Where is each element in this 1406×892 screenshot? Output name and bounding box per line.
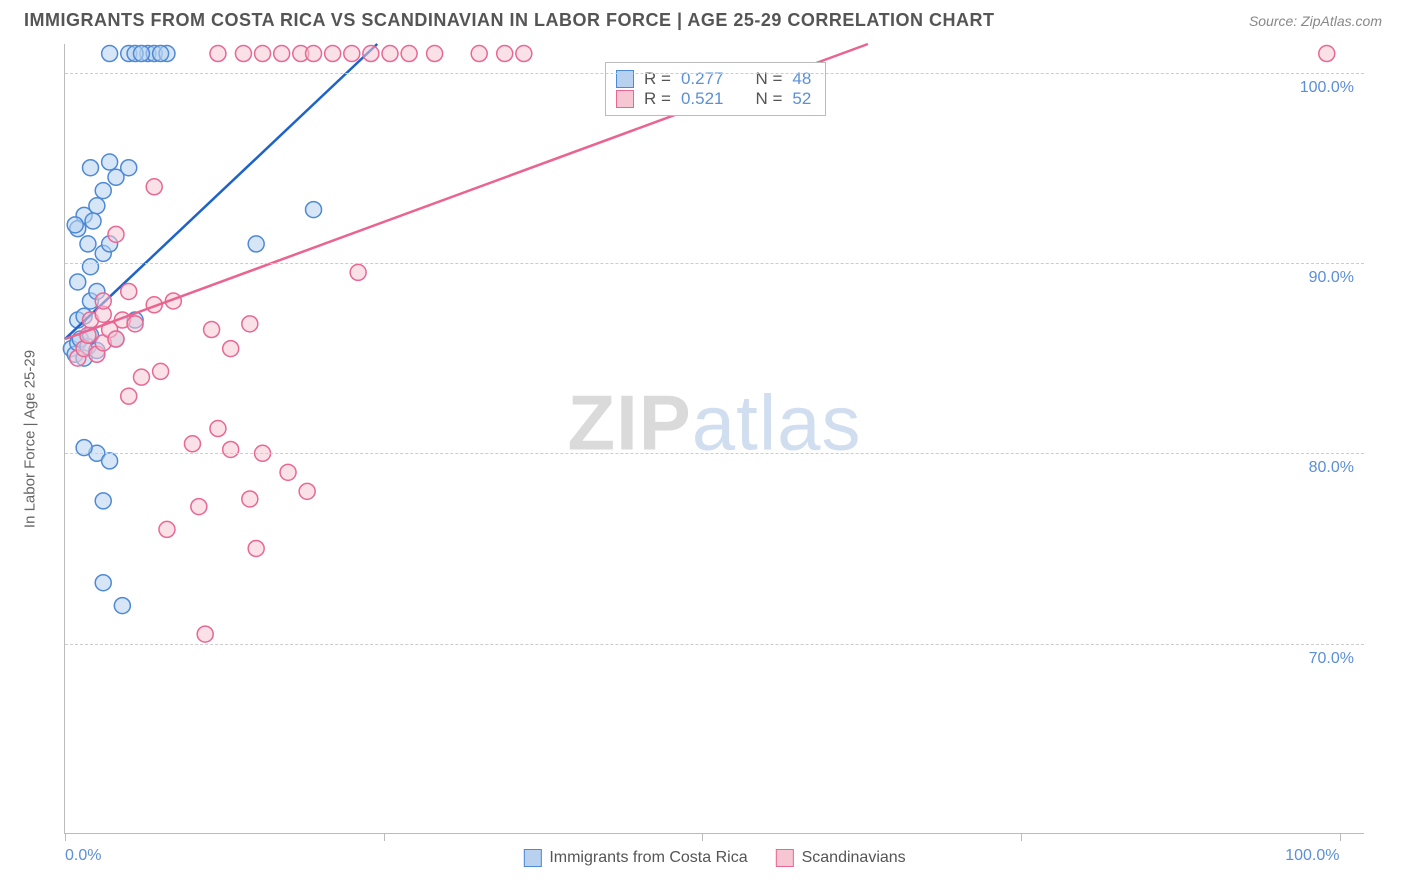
chart-title: IMMIGRANTS FROM COSTA RICA VS SCANDINAVI… <box>24 10 995 31</box>
legend-row: R = 0.521 N = 52 <box>616 89 811 109</box>
x-tick <box>702 833 703 841</box>
legend-swatch <box>616 90 634 108</box>
data-point <box>191 499 207 515</box>
plot-wrapper: In Labor Force | Age 25-29 ZIPatlas R = … <box>36 44 1382 834</box>
data-point <box>344 46 360 62</box>
data-point <box>306 202 322 218</box>
data-point <box>471 46 487 62</box>
series-name: Immigrants from Costa Rica <box>549 849 747 867</box>
data-point <box>350 264 366 280</box>
data-point <box>95 293 111 309</box>
data-point <box>497 46 513 62</box>
data-point <box>210 46 226 62</box>
data-point <box>95 493 111 509</box>
y-axis-label: In Labor Force | Age 25-29 <box>22 350 39 528</box>
data-point <box>108 226 124 242</box>
x-tick <box>1021 833 1022 841</box>
data-point <box>363 46 379 62</box>
data-point <box>82 259 98 275</box>
chart-header: IMMIGRANTS FROM COSTA RICA VS SCANDINAVI… <box>0 0 1406 35</box>
data-point <box>102 46 118 62</box>
data-point <box>95 575 111 591</box>
data-point <box>70 274 86 290</box>
legend-swatch <box>523 849 541 867</box>
data-point <box>516 46 532 62</box>
data-point <box>280 464 296 480</box>
data-point <box>242 491 258 507</box>
legend-n-value: 52 <box>792 89 811 109</box>
data-point <box>85 213 101 229</box>
data-point <box>121 160 137 176</box>
grid-line <box>65 453 1364 454</box>
data-point <box>325 46 341 62</box>
y-tick-label: 90.0% <box>1309 269 1354 287</box>
data-point <box>382 46 398 62</box>
data-point <box>153 363 169 379</box>
data-point <box>82 160 98 176</box>
x-tick-label: 100.0% <box>1285 847 1339 865</box>
legend-n-label: N = <box>755 89 782 109</box>
data-point <box>184 436 200 452</box>
data-point <box>102 453 118 469</box>
y-tick-label: 100.0% <box>1300 79 1354 97</box>
data-point <box>127 316 143 332</box>
y-tick-label: 80.0% <box>1309 459 1354 477</box>
data-point <box>159 521 175 537</box>
data-point <box>255 46 271 62</box>
data-point <box>248 236 264 252</box>
data-point <box>114 598 130 614</box>
data-point <box>89 198 105 214</box>
data-point <box>235 46 251 62</box>
data-point <box>299 483 315 499</box>
data-point <box>80 236 96 252</box>
data-point <box>133 46 149 62</box>
series-legend: Immigrants from Costa Rica Scandinavians <box>523 849 905 867</box>
data-point <box>223 341 239 357</box>
series-legend-item: Immigrants from Costa Rica <box>523 849 747 867</box>
scatter-svg <box>65 44 1364 833</box>
data-point <box>248 540 264 556</box>
series-legend-item: Scandinavians <box>776 849 906 867</box>
chart-source: Source: ZipAtlas.com <box>1249 13 1382 29</box>
data-point <box>204 322 220 338</box>
correlation-legend: R = 0.277N = 48R = 0.521N = 52 <box>605 62 826 116</box>
data-point <box>95 183 111 199</box>
data-point <box>121 283 137 299</box>
series-name: Scandinavians <box>802 849 906 867</box>
x-tick <box>384 833 385 841</box>
data-point <box>401 46 417 62</box>
data-point <box>146 179 162 195</box>
data-point <box>223 441 239 457</box>
plot-area: ZIPatlas R = 0.277N = 48R = 0.521N = 52 … <box>64 44 1364 834</box>
x-tick-label: 0.0% <box>65 847 101 865</box>
data-point <box>121 388 137 404</box>
data-point <box>274 46 290 62</box>
data-point <box>1319 46 1335 62</box>
legend-r-value: 0.521 <box>681 89 724 109</box>
data-point <box>153 46 169 62</box>
data-point <box>133 369 149 385</box>
x-tick <box>1340 833 1341 841</box>
legend-r-label: R = <box>644 89 671 109</box>
data-point <box>108 331 124 347</box>
y-tick-label: 70.0% <box>1309 650 1354 668</box>
data-point <box>210 421 226 437</box>
data-point <box>102 154 118 170</box>
data-point <box>197 626 213 642</box>
grid-line <box>65 73 1364 74</box>
x-tick <box>65 833 66 841</box>
data-point <box>306 46 322 62</box>
legend-swatch <box>776 849 794 867</box>
grid-line <box>65 263 1364 264</box>
data-point <box>242 316 258 332</box>
data-point <box>67 217 83 233</box>
data-point <box>427 46 443 62</box>
grid-line <box>65 644 1364 645</box>
